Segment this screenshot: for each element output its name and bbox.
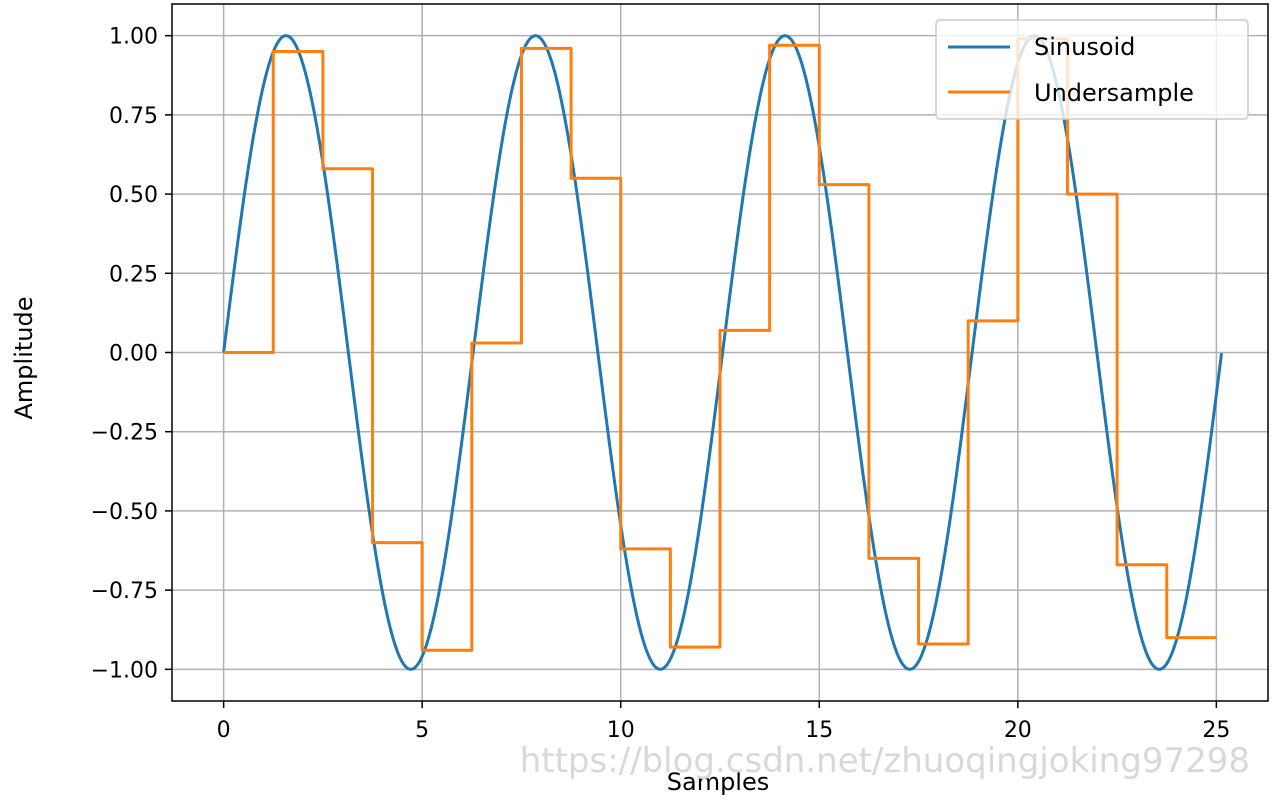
y-tick-label: −0.50 [91, 500, 158, 525]
y-tick-label: 0.50 [109, 183, 158, 208]
y-tick-label: 0.25 [109, 262, 158, 287]
y-axis: 1.00 0.75 0.50 0.25 0.00 −0.25 −0.50 −0.75 −1.00 [91, 25, 172, 683]
y-tick-label: −0.75 [91, 579, 158, 604]
legend-label-undersample: Undersample [1034, 79, 1194, 107]
x-tick-label: 20 [1004, 718, 1032, 743]
y-axis-label: Amplitude [10, 297, 38, 420]
y-tick-label: 0.75 [109, 104, 158, 129]
y-tick-label: 1.00 [109, 25, 158, 50]
x-tick-label: 5 [415, 718, 429, 743]
legend-box [935, 19, 1249, 120]
x-axis: 0 5 10 15 20 25 [217, 701, 1230, 743]
x-axis-label: Samples [667, 768, 770, 796]
series-line-undersample [223, 37, 1217, 652]
x-tick-label: 25 [1202, 718, 1230, 743]
y-tick-label: −1.00 [91, 658, 158, 683]
y-tick-label: −0.25 [91, 421, 158, 446]
watermark: https://blog.csdn.net/zhuoqingjoking9729… [520, 741, 1250, 781]
x-tick-label: 15 [805, 718, 833, 743]
x-tick-label: 0 [217, 718, 231, 743]
legend-label-sinusoid: Sinusoid [1034, 33, 1135, 61]
y-tick-label: 0.00 [109, 342, 158, 367]
x-tick-label: 10 [607, 718, 635, 743]
legend: Sinusoid Undersample [935, 19, 1249, 120]
